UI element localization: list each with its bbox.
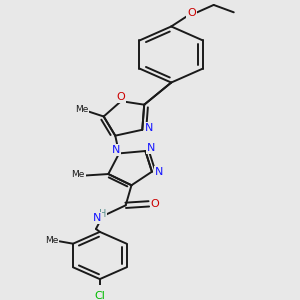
Text: H: H [99,209,106,219]
Text: N: N [155,167,163,177]
Text: O: O [151,199,159,209]
Text: Cl: Cl [94,291,105,300]
Text: N: N [112,145,120,155]
Text: N: N [147,143,156,153]
Text: N: N [145,123,153,133]
Text: O: O [117,92,125,102]
Text: Me: Me [71,170,85,179]
Text: Me: Me [75,105,88,114]
Text: O: O [187,8,196,18]
Text: Me: Me [45,236,58,245]
Text: N: N [93,213,101,223]
